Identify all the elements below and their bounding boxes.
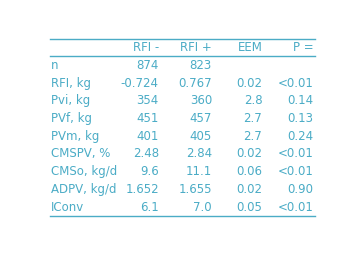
Text: 360: 360	[190, 94, 212, 107]
Text: 0.14: 0.14	[287, 94, 313, 107]
Text: 823: 823	[190, 59, 212, 72]
Text: 2.48: 2.48	[133, 148, 159, 160]
Text: 2.7: 2.7	[244, 130, 262, 143]
Text: ADPV, kg/d: ADPV, kg/d	[51, 183, 116, 196]
Text: <0.01: <0.01	[278, 200, 313, 214]
Text: 2.8: 2.8	[244, 94, 262, 107]
Text: CMSo, kg/d: CMSo, kg/d	[51, 165, 117, 178]
Text: 0.24: 0.24	[287, 130, 313, 143]
Text: PVm, kg: PVm, kg	[51, 130, 99, 143]
Text: IConv: IConv	[51, 200, 84, 214]
Text: CMSPV, %: CMSPV, %	[51, 148, 110, 160]
Text: 0.02: 0.02	[237, 148, 262, 160]
Text: -0.724: -0.724	[121, 77, 159, 89]
Text: EEM: EEM	[238, 41, 262, 54]
Text: RFI -: RFI -	[133, 41, 159, 54]
Text: 1.652: 1.652	[125, 183, 159, 196]
Text: 2.7: 2.7	[244, 112, 262, 125]
Text: 7.0: 7.0	[193, 200, 212, 214]
Text: 354: 354	[137, 94, 159, 107]
Text: 0.05: 0.05	[237, 200, 262, 214]
Text: 1.655: 1.655	[178, 183, 212, 196]
Text: 0.02: 0.02	[237, 77, 262, 89]
Text: 0.767: 0.767	[178, 77, 212, 89]
Text: 11.1: 11.1	[186, 165, 212, 178]
Text: 6.1: 6.1	[140, 200, 159, 214]
Text: 451: 451	[137, 112, 159, 125]
Text: P =: P =	[293, 41, 313, 54]
Text: 9.6: 9.6	[140, 165, 159, 178]
Text: <0.01: <0.01	[278, 148, 313, 160]
Text: 0.13: 0.13	[288, 112, 313, 125]
Text: RFI, kg: RFI, kg	[51, 77, 91, 89]
Text: PVf, kg: PVf, kg	[51, 112, 92, 125]
Text: 874: 874	[137, 59, 159, 72]
Text: 405: 405	[190, 130, 212, 143]
Text: <0.01: <0.01	[278, 77, 313, 89]
Text: Pvi, kg: Pvi, kg	[51, 94, 90, 107]
Text: n: n	[51, 59, 59, 72]
Text: 401: 401	[137, 130, 159, 143]
Text: 0.90: 0.90	[288, 183, 313, 196]
Text: 457: 457	[190, 112, 212, 125]
Text: 0.06: 0.06	[237, 165, 262, 178]
Text: 0.02: 0.02	[237, 183, 262, 196]
Text: 2.84: 2.84	[186, 148, 212, 160]
Text: RFI +: RFI +	[180, 41, 212, 54]
Text: <0.01: <0.01	[278, 165, 313, 178]
